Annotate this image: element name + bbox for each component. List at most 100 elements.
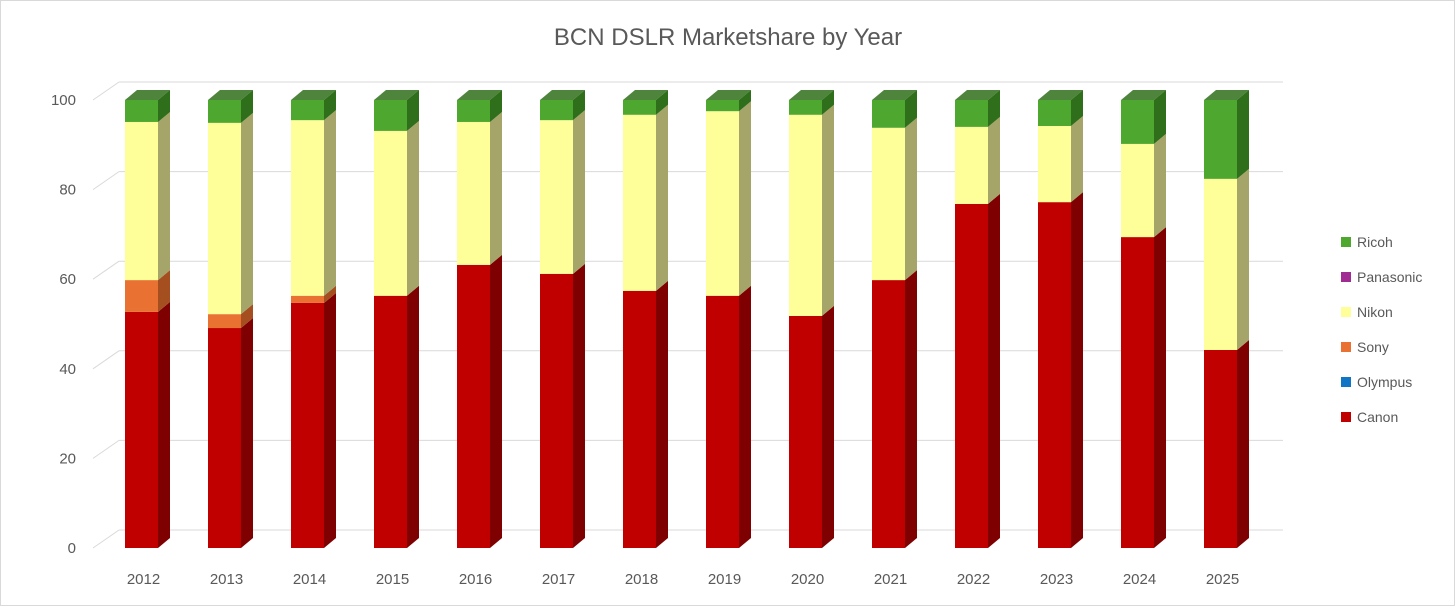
bar-segment-nikon — [789, 114, 822, 316]
bar-stack-2023 — [1038, 90, 1083, 549]
bar-side-ricoh — [988, 90, 1000, 127]
bar-side-nikon — [739, 101, 751, 296]
x-tick-label: 2019 — [708, 571, 741, 588]
bar-segment-ricoh — [623, 100, 656, 115]
bar-top — [872, 90, 917, 100]
bar-segment-canon — [1121, 237, 1154, 548]
bar-segment-ricoh — [1038, 100, 1071, 126]
bar-segment-canon — [125, 311, 158, 548]
bar-side-canon — [822, 305, 834, 548]
bar-segment-ricoh — [540, 100, 573, 121]
legend-swatch — [1341, 342, 1351, 352]
bar-side-nikon — [490, 111, 502, 265]
bar-side-ricoh — [822, 90, 834, 115]
bar-side-nikon — [1154, 133, 1166, 238]
bar-side-canon — [656, 280, 668, 548]
x-tick-label: 2023 — [1040, 571, 1073, 588]
bar-side-canon — [158, 301, 170, 548]
bar-side-canon — [739, 285, 751, 548]
bar-segment-canon — [1204, 349, 1237, 548]
bar-segment-canon — [1038, 202, 1071, 549]
bar-segment-ricoh — [291, 100, 324, 121]
x-tick-label: 2021 — [874, 571, 907, 588]
bar-stack-2025 — [1204, 90, 1249, 548]
bar-stack-2019 — [706, 90, 751, 548]
bar-segment-canon — [872, 280, 905, 548]
bar-segment-ricoh — [706, 100, 739, 112]
legend-label: Canon — [1357, 409, 1398, 425]
bar-segment-ricoh — [374, 100, 407, 131]
bar-stack-2016 — [457, 90, 502, 548]
bar-side-canon — [1237, 339, 1249, 548]
legend-label: Panasonic — [1357, 269, 1422, 285]
bar-side-ricoh — [158, 90, 170, 122]
y-tick-label: 100 — [51, 92, 76, 109]
gridline-diagonal — [92, 350, 120, 370]
bar-segment-nikon — [872, 127, 905, 281]
bar-side-ricoh — [324, 90, 336, 121]
legend-item-olympus: Olympus — [1341, 374, 1412, 390]
bar-segment-nikon — [457, 121, 490, 265]
x-tick-label: 2020 — [791, 571, 824, 588]
bar-segment-ricoh — [125, 100, 158, 122]
bar-segment-canon — [623, 290, 656, 548]
bar-segment-nikon — [1204, 178, 1237, 350]
bar-side-nikon — [573, 110, 585, 274]
bar-side-canon — [1071, 192, 1083, 549]
y-tick-label: 80 — [59, 182, 76, 199]
bar-side-canon — [407, 285, 419, 548]
bar-side-nikon — [656, 104, 668, 291]
bar-side-ricoh — [490, 90, 502, 122]
bar-side-ricoh — [656, 90, 668, 115]
x-tick-label: 2013 — [210, 571, 243, 588]
chart-title: BCN DSLR Marketshare by Year — [554, 24, 902, 51]
bar-segment-nikon — [955, 126, 988, 204]
bar-top — [291, 90, 336, 100]
bar-side-nikon — [988, 116, 1000, 204]
bar-top — [1121, 90, 1166, 100]
bar-segment-nikon — [1121, 143, 1154, 238]
legend-label: Ricoh — [1357, 234, 1393, 250]
bar-side-nikon — [158, 111, 170, 281]
bar-segment-nikon — [1038, 125, 1071, 203]
bar-side-canon — [573, 263, 585, 548]
gridline-diagonal — [92, 260, 120, 280]
bar-segment-canon — [540, 273, 573, 548]
legend-swatch — [1341, 412, 1351, 422]
y-tick-label: 0 — [68, 540, 76, 557]
bar-segment-canon — [789, 315, 822, 548]
bar-side-canon — [324, 292, 336, 548]
bar-segment-nikon — [374, 130, 407, 296]
bar-side-nikon — [1071, 115, 1083, 203]
bar-top — [457, 90, 502, 100]
bar-stack-2017 — [540, 90, 585, 548]
bar-segment-canon — [208, 328, 241, 548]
x-tick-label: 2025 — [1206, 571, 1239, 588]
bar-stack-2024 — [1121, 90, 1166, 548]
legend-label: Sony — [1357, 339, 1389, 355]
bar-top — [540, 90, 585, 100]
bar-segment-ricoh — [955, 100, 988, 127]
bar-segment-nikon — [706, 111, 739, 296]
bar-segment-canon — [291, 302, 324, 548]
bar-stack-2014 — [291, 90, 336, 548]
bar-stack-2015 — [374, 90, 419, 548]
bar-side-sony — [241, 304, 253, 329]
bar-side-canon — [490, 254, 502, 548]
x-tick-label: 2016 — [459, 571, 492, 588]
bar-side-ricoh — [1154, 90, 1166, 144]
y-tick-label: 20 — [59, 450, 76, 467]
bar-top — [1038, 90, 1083, 100]
legend-label: Nikon — [1357, 304, 1393, 320]
bar-segment-canon — [706, 295, 739, 548]
legend-label: Olympus — [1357, 374, 1412, 390]
bar-side-nikon — [905, 117, 917, 281]
x-tick-label: 2024 — [1123, 571, 1156, 588]
bar-stack-2012 — [125, 90, 170, 548]
bar-top — [623, 90, 668, 100]
gridline-diagonal — [92, 171, 120, 191]
bar-segment-canon — [457, 264, 490, 548]
bar-stack-2020 — [789, 90, 834, 548]
bar-segment-sony — [208, 314, 241, 329]
bar-top — [1204, 90, 1249, 100]
